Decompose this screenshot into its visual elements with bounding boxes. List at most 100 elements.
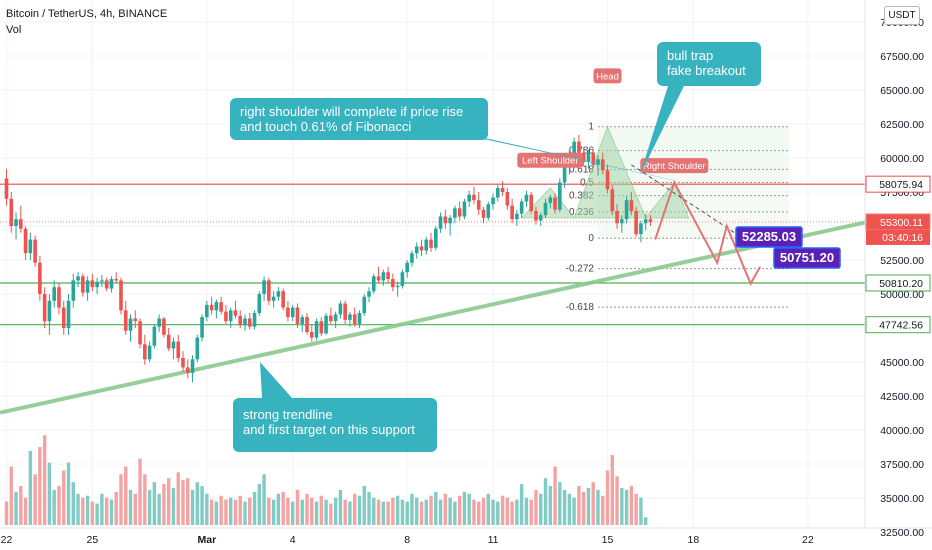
candle-body-14 <box>71 280 76 301</box>
candle-body-6 <box>33 239 37 263</box>
volume-bar-79 <box>381 501 386 525</box>
volume-indicator-label[interactable]: Vol <box>6 24 22 36</box>
head-label: Head <box>596 71 619 82</box>
volume-bar-128 <box>615 476 619 525</box>
volume-bar-86 <box>415 497 419 525</box>
candle-body-56 <box>271 296 276 301</box>
candle-body-61 <box>295 307 300 324</box>
volume-bar-36 <box>176 472 180 525</box>
volume-bar-121 <box>581 491 586 525</box>
volume-bar-8 <box>42 435 47 525</box>
candle-body-133 <box>639 223 643 235</box>
volume-bar-16 <box>81 497 85 525</box>
candle-body-132 <box>634 211 638 235</box>
bull-trap-line-2: fake breakout <box>667 63 746 78</box>
volume-bar-134 <box>643 517 648 525</box>
volume-bar-94 <box>453 501 457 525</box>
volume-bar-43 <box>209 499 214 525</box>
price-tick-label-5: 45000.00 <box>880 357 924 369</box>
level-tag-3: 47742.56 <box>879 320 923 332</box>
volume-bar-89 <box>429 495 433 525</box>
symbol-title[interactable]: Bitcoin / TetherUS, 4h, BINANCE <box>6 8 168 20</box>
candle-body-134 <box>643 219 648 224</box>
price-axis-bg <box>865 0 932 528</box>
volume-bar-53 <box>257 484 262 525</box>
right-shoulder-label: Right Shoulder <box>643 161 706 172</box>
volume-bar-68 <box>329 503 333 525</box>
candle-body-128 <box>615 211 619 224</box>
candle-body-49 <box>238 315 243 326</box>
candle-body-38 <box>185 367 190 373</box>
candle-body-62 <box>300 317 305 324</box>
volume-bar-126 <box>605 470 610 525</box>
volume-bar-114 <box>548 486 552 525</box>
candle-body-126 <box>605 170 610 190</box>
volume-bar-50 <box>243 501 247 525</box>
volume-bar-108 <box>519 484 524 525</box>
fib-level-label-7: -0.272 <box>566 264 595 275</box>
candle-body-29 <box>143 344 147 360</box>
countdown-label: 03:40:16 <box>882 232 923 244</box>
volume-bar-58 <box>281 491 285 525</box>
volume-bar-29 <box>143 474 147 525</box>
currency-button[interactable]: USDT <box>884 6 920 25</box>
volume-bar-11 <box>57 486 61 525</box>
volume-bar-103 <box>496 501 500 525</box>
time-tick-label-1: 25 <box>87 534 99 546</box>
candle-body-30 <box>147 345 152 360</box>
volume-bar-47 <box>228 497 233 525</box>
volume-bar-26 <box>128 489 133 525</box>
volume-bar-7 <box>38 447 42 525</box>
candle-body-35 <box>171 341 176 349</box>
volume-bar-24 <box>119 474 123 525</box>
candle-body-78 <box>376 276 381 281</box>
candle-body-111 <box>534 211 538 221</box>
candle-body-51 <box>247 318 252 327</box>
candle-body-123 <box>591 152 596 165</box>
volume-bar-122 <box>586 487 591 525</box>
candle-body-44 <box>214 302 219 311</box>
candle-body-95 <box>457 208 462 217</box>
candle-body-79 <box>381 272 386 281</box>
time-tick-label-2: Mar <box>197 534 216 546</box>
candle-body-15 <box>76 276 80 281</box>
volume-bar-46 <box>224 499 228 525</box>
volume-bar-28 <box>138 458 142 525</box>
volume-bar-31 <box>152 482 157 525</box>
volume-bar-127 <box>610 454 614 525</box>
volume-bar-95 <box>457 495 462 525</box>
candle-body-108 <box>519 201 524 214</box>
level-tag-0: 58075.94 <box>879 179 923 191</box>
volume-bar-109 <box>524 497 529 525</box>
candle-body-33 <box>162 318 166 335</box>
candle-body-28 <box>138 321 142 345</box>
candle-body-58 <box>281 291 285 308</box>
volume-bar-22 <box>109 499 114 525</box>
volume-bar-9 <box>47 462 52 525</box>
candle-body-4 <box>23 228 28 254</box>
volume-bar-113 <box>543 478 548 525</box>
head-label-bg <box>593 68 622 84</box>
price-tick-label-12: 62500.00 <box>880 119 924 131</box>
currency-button-label: USDT <box>888 10 916 21</box>
candle-body-63 <box>305 317 309 333</box>
volume-bar-115 <box>553 466 557 525</box>
candle-body-102 <box>491 197 495 205</box>
candle-body-73 <box>352 314 357 324</box>
volume-bar-120 <box>577 486 581 525</box>
candle-body-13 <box>66 300 71 328</box>
volume-bar-71 <box>343 499 347 525</box>
volume-bar-34 <box>166 478 171 525</box>
candle-body-127 <box>610 189 615 212</box>
candle-body-115 <box>553 197 557 210</box>
candle-body-11 <box>57 287 61 308</box>
bull-trap-line-1: bull trap <box>667 48 714 63</box>
candle-body-112 <box>538 215 543 221</box>
volume-bar-66 <box>319 495 324 525</box>
candle-body-93 <box>448 217 452 224</box>
countdown-bg <box>866 229 930 245</box>
candle-body-21 <box>104 280 109 289</box>
volume-bar-116 <box>558 482 562 525</box>
